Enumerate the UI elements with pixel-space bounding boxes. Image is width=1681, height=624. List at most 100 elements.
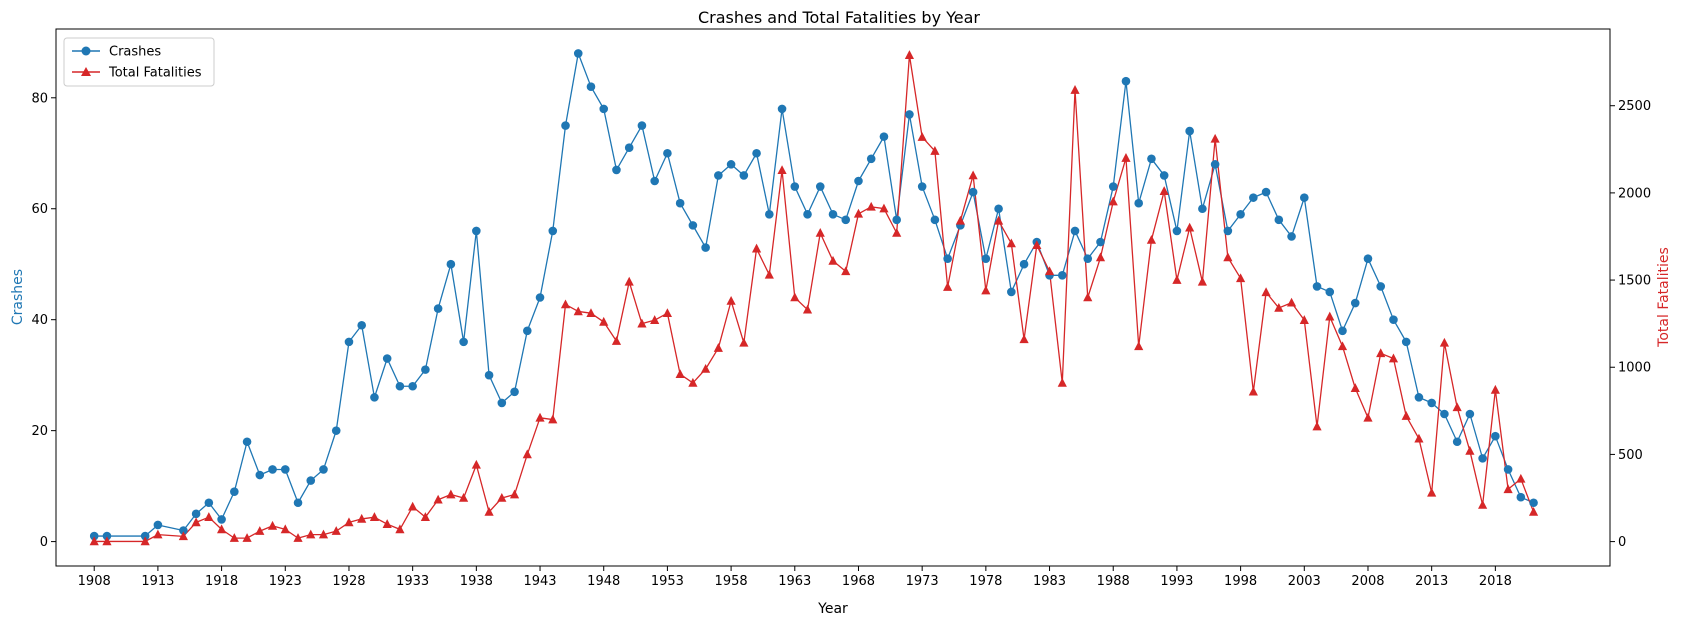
- fatalities-point: [382, 519, 392, 528]
- crashes-point: [268, 465, 277, 474]
- crashes-point: [1070, 226, 1080, 236]
- crashes-point: [433, 304, 443, 313]
- crashes-point: [1108, 182, 1118, 191]
- fatalities-point: [1503, 484, 1513, 494]
- fatalities-point: [89, 536, 99, 546]
- fatalities-point: [1172, 275, 1182, 284]
- crashes-point: [930, 215, 940, 225]
- x-tick-label: 1933: [396, 574, 429, 589]
- crashes-point: [153, 520, 163, 530]
- crashes-point: [1287, 232, 1296, 241]
- legend: Crashes Total Fatalities: [63, 37, 215, 87]
- fatalities-point: [1350, 383, 1360, 392]
- crashes-point: [892, 215, 901, 225]
- x-tick-label: 1943: [523, 574, 556, 589]
- crashes-point: [1338, 326, 1347, 336]
- fatalities-point: [178, 531, 188, 541]
- fatalities-point: [267, 520, 278, 530]
- crashes-point: [1427, 398, 1436, 408]
- y-right-tick-label: 1000: [1618, 361, 1651, 376]
- fatalities-point: [484, 506, 494, 516]
- fatalities-point: [242, 533, 252, 542]
- fatalities-point: [815, 227, 825, 237]
- crashes-point: [586, 82, 596, 91]
- fatalities-point: [892, 227, 902, 237]
- fatalities-point: [1414, 433, 1424, 443]
- crashes-point: [675, 198, 685, 208]
- fatalities-point: [751, 243, 762, 253]
- x-tick-label: 1973: [906, 574, 939, 589]
- chart-title: Crashes and Total Fatalities by Year: [698, 8, 980, 27]
- crashes-point: [1529, 498, 1538, 508]
- crashes-point: [714, 171, 723, 180]
- crashes-point: [331, 426, 341, 435]
- crashes-point: [599, 104, 609, 114]
- plot-frame: [55, 28, 1611, 567]
- crashes-point: [739, 171, 749, 180]
- crashes-point: [866, 154, 876, 164]
- fatalities-point: [446, 489, 456, 499]
- crashes-point: [1223, 226, 1233, 236]
- fatalities-point: [955, 215, 965, 225]
- crashes-point: [663, 148, 672, 158]
- fatalities-point: [255, 526, 265, 535]
- crashes-point: [803, 209, 812, 219]
- y-right-tick-label: 2000: [1618, 186, 1651, 201]
- fatalities-point: [1083, 292, 1093, 302]
- crashes-point: [280, 465, 290, 474]
- fatalities-point: [1452, 402, 1462, 412]
- crashes-point: [752, 148, 761, 158]
- crashes-point: [1389, 315, 1398, 324]
- fatalities-point: [879, 203, 889, 213]
- crashes-point: [1185, 126, 1194, 136]
- fatalities-point: [650, 315, 660, 324]
- crashes-point: [1236, 209, 1245, 219]
- crashes-point: [841, 215, 851, 225]
- crashes-point: [1096, 237, 1105, 247]
- fatalities-point: [1490, 384, 1500, 394]
- fatalities-point: [1299, 315, 1309, 324]
- y-left-tick-label: 20: [31, 424, 48, 439]
- fatalities-point: [853, 208, 864, 218]
- fatalities-point: [675, 369, 685, 379]
- crashes-point: [688, 221, 698, 230]
- crashes-point: [1401, 337, 1411, 347]
- fatalities-point: [981, 285, 991, 295]
- x-tick-label: 1948: [587, 574, 620, 589]
- x-tick-label: 2008: [1351, 574, 1384, 589]
- x-tick-label: 1953: [651, 574, 684, 589]
- fatalities-point: [968, 170, 978, 180]
- fatalities-point: [548, 414, 558, 424]
- fatalities-point: [713, 343, 723, 352]
- crashes-point: [459, 337, 468, 347]
- x-axis-label: Year: [817, 601, 848, 617]
- crashes-point: [573, 49, 583, 58]
- fatalities-point: [433, 494, 443, 504]
- fatalities-point: [841, 266, 851, 276]
- fatalities-point: [1134, 341, 1144, 351]
- crashes-point: [306, 476, 316, 485]
- fatalities-point: [1248, 386, 1258, 396]
- fatalities-point: [1210, 133, 1220, 143]
- x-tick-label: 1918: [205, 574, 238, 589]
- crashes-point: [548, 226, 558, 236]
- crashes-point: [1312, 282, 1322, 291]
- crashes-point: [828, 209, 838, 219]
- crashes-point: [1134, 198, 1143, 208]
- fatalities-point: [739, 337, 749, 347]
- crashes-point: [1350, 298, 1360, 308]
- crashes-point: [344, 337, 354, 347]
- fatalities-point: [1286, 297, 1297, 307]
- crashes-point: [1261, 187, 1271, 197]
- fatalities-point: [357, 513, 367, 523]
- crashes-point: [968, 187, 978, 197]
- crashes-point: [497, 398, 507, 408]
- fatalities-point: [229, 533, 239, 542]
- crashes-point: [561, 121, 570, 130]
- fatalities-point: [802, 304, 813, 314]
- fatalities-point: [560, 299, 571, 309]
- crashes-point: [1172, 226, 1182, 236]
- crashes-point: [1516, 492, 1526, 502]
- fatalities-point: [1388, 353, 1399, 363]
